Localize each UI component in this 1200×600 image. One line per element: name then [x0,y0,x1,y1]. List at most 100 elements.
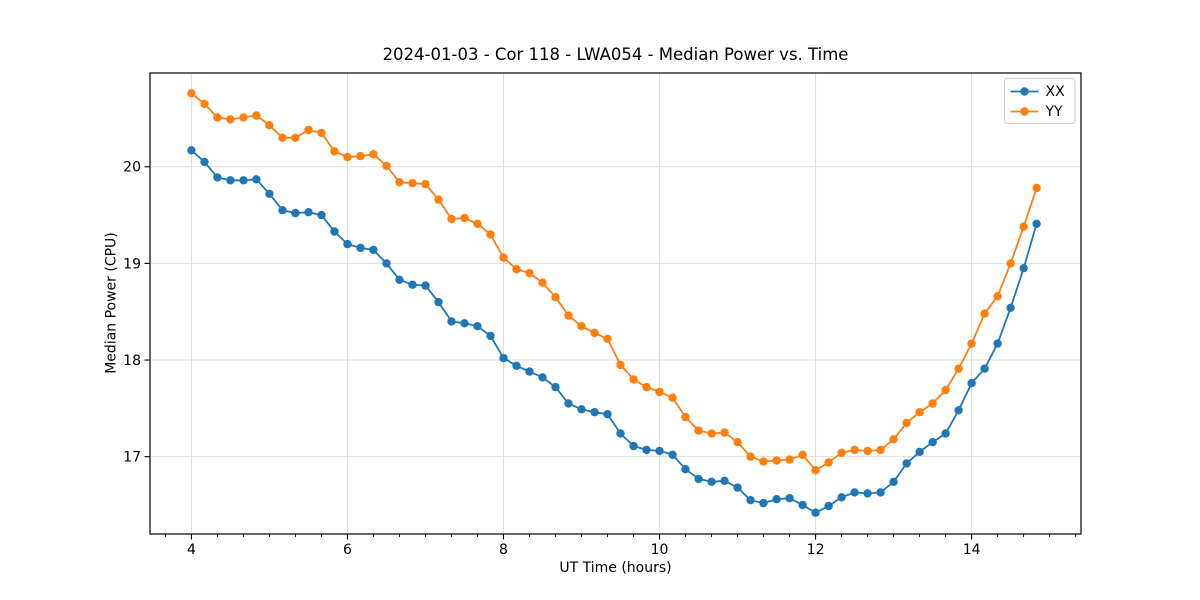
legend-marker-yy [1020,107,1029,116]
data-point-xx [213,173,222,182]
data-point-xx [200,157,209,167]
series-yy [187,89,1041,475]
data-point-yy [980,309,989,318]
data-point-xx [694,474,703,484]
data-point-yy [824,458,833,467]
data-point-xx [473,322,482,331]
data-point-yy [252,111,261,120]
data-point-yy [707,429,716,438]
y-tick-label: 17 [123,450,141,466]
data-point-yy [616,360,625,370]
data-point-yy [1019,222,1028,231]
data-point-xx [993,339,1002,348]
data-point-yy [226,115,235,124]
data-point-yy [317,128,326,138]
data-point-xx [772,495,781,504]
data-point-xx [278,206,287,215]
data-point-yy [447,214,456,224]
data-point-yy [902,418,911,428]
data-point-xx [525,367,534,376]
data-point-yy [941,385,950,395]
data-point-xx [824,501,833,511]
data-point-yy [434,195,443,204]
data-point-yy [785,455,794,464]
data-point-xx [629,441,638,451]
data-point-xx [902,459,911,468]
data-point-yy [200,99,209,109]
data-point-xx [928,438,937,447]
data-point-yy [499,253,508,262]
data-point-yy [239,113,248,122]
data-point-xx [967,379,976,388]
data-point-xx [707,477,716,486]
data-point-xx [759,498,768,508]
data-point-yy [863,446,872,456]
plot-border [149,72,1082,535]
data-point-xx [304,208,313,217]
data-point-yy [668,393,677,402]
data-point-yy [512,265,521,274]
data-point-xx [499,353,508,363]
data-point-yy [811,466,820,475]
data-point-xx [798,500,807,510]
data-point-yy [473,219,482,228]
data-point-yy [304,125,313,135]
data-point-yy [538,278,547,287]
data-point-xx [681,465,690,474]
data-point-xx [252,175,261,184]
data-point-xx [1006,303,1015,312]
data-point-xx [642,445,651,455]
data-point-yy [265,121,274,130]
y-tick-label: 18 [123,353,141,369]
legend: XX YY [1004,78,1076,124]
data-point-yy [720,428,729,437]
data-point-xx [434,297,443,307]
data-point-yy [382,161,391,170]
data-point-xx [486,331,495,341]
data-point-yy [1006,259,1015,268]
data-point-xx [408,280,417,289]
data-point-yy [187,89,196,98]
data-point-xx [876,488,885,497]
data-point-xx [564,399,573,408]
data-point-xx [668,450,677,459]
y-axis-label: Median Power (CPU) [103,232,120,374]
data-point-xx [720,476,729,485]
data-point-xx [291,208,300,218]
data-point-yy [486,230,495,239]
data-point-yy [278,133,287,142]
data-point-yy [915,408,924,417]
data-point-yy [681,412,690,422]
data-point-xx [226,176,235,185]
data-point-xx [447,317,456,326]
data-point-yy [642,382,651,392]
data-point-xx [577,405,586,414]
data-point-xx [395,275,404,284]
data-point-yy [629,375,638,384]
data-point-xx [733,483,742,492]
data-point-xx [239,176,248,185]
data-point-xx [603,410,612,419]
data-point-xx [863,489,872,498]
data-point-yy [291,133,300,142]
data-point-yy [525,268,534,278]
y-tick-label: 19 [123,256,141,272]
data-point-xx [538,373,547,382]
data-point-yy [408,179,417,188]
data-point-xx [330,227,339,236]
data-point-yy [421,179,430,189]
data-point-yy [759,457,768,466]
data-point-xx [785,494,794,503]
data-point-xx [889,477,898,486]
data-point-xx [512,361,521,370]
data-point-xx [1019,264,1028,273]
data-point-xx [382,259,391,268]
data-point-yy [564,311,573,320]
data-point-xx [460,319,469,328]
x-tick-label: 14 [963,542,981,558]
data-point-yy [889,435,898,444]
data-point-yy [460,213,469,223]
data-point-yy [954,364,963,373]
data-point-xx [317,210,326,220]
data-point-yy [343,152,352,162]
